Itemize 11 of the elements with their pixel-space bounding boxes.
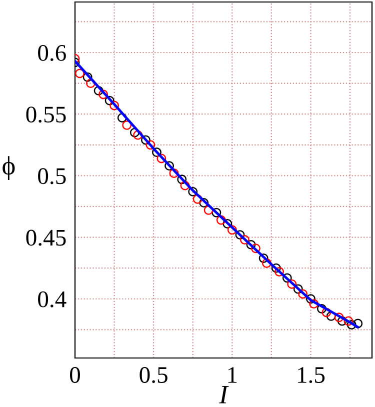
y-tick-label: 0.6	[38, 44, 66, 62]
y-tick-label: 0.5	[38, 168, 66, 184]
x-axis-title: I	[219, 386, 229, 404]
x-tick-label: 0.5	[140, 367, 168, 384]
x-tick-label: 1	[228, 367, 237, 383]
x-tick-label: 0	[70, 367, 80, 383]
y-tick-label: 0.55	[26, 106, 66, 123]
y-tick-label: 0.45	[26, 230, 66, 246]
x-tick-label: 1.5	[298, 367, 325, 384]
y-tick-label: 0.4	[38, 291, 66, 308]
y-axis-title: ϕ	[2, 156, 15, 180]
